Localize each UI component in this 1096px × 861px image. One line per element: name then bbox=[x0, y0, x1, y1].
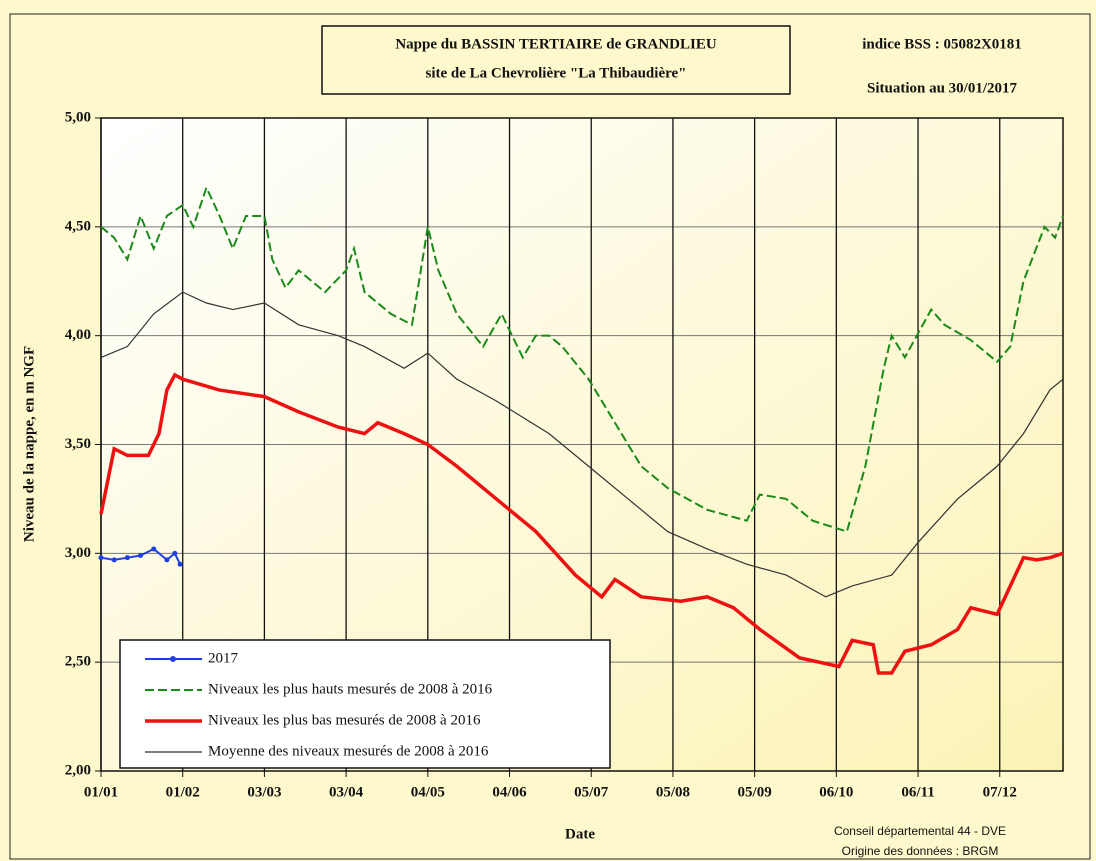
station-id: indice BSS : 05082X0181 bbox=[862, 36, 1022, 52]
x-tick-label: 06/10 bbox=[819, 784, 853, 800]
x-tick-label: 05/08 bbox=[656, 784, 690, 800]
point bbox=[172, 550, 178, 556]
x-tick-label: 05/09 bbox=[738, 784, 772, 800]
y-tick-label: 3,50 bbox=[65, 436, 91, 452]
credit: Origine des données : BRGM bbox=[842, 844, 999, 858]
plot: 2,00 2,50 3,00 3,50 4,00 4,50 5,00 01/01 01/02 03… bbox=[65, 109, 1064, 800]
series-line bbox=[100, 184, 1064, 533]
x-axis-label: Date bbox=[565, 826, 595, 842]
point bbox=[111, 557, 117, 563]
plot-border bbox=[100, 117, 1064, 772]
series-line bbox=[100, 291, 1064, 598]
point bbox=[164, 557, 170, 563]
x-tick-label: 07/12 bbox=[983, 784, 1017, 800]
x-tick-label: 06/11 bbox=[901, 784, 934, 800]
legend-marker bbox=[170, 656, 176, 662]
legend-box bbox=[119, 639, 611, 769]
x-tick-label: 04/06 bbox=[492, 784, 527, 800]
chart-title: Nappe du BASSIN TERTIAIRE de GRANDLIEU bbox=[395, 36, 717, 52]
legend-label: Niveaux les plus hauts mesurés de 2008 à… bbox=[208, 681, 493, 697]
chart-title: site de La Chevrolière "La Thibaudière" bbox=[426, 65, 687, 81]
x-tick-label: 04/05 bbox=[411, 784, 445, 800]
y-tick-label: 3,00 bbox=[65, 545, 91, 561]
title-box bbox=[321, 25, 791, 95]
x-tick-label: 01/02 bbox=[166, 784, 200, 800]
x-tick-label: 05/07 bbox=[574, 784, 609, 800]
y-axis-label: Niveau de la nappe, en m NGF bbox=[21, 346, 37, 542]
point bbox=[98, 555, 104, 561]
y-tick-label: 2,50 bbox=[65, 654, 91, 670]
legend-label: Niveaux les plus bas mesurés de 2008 à 2… bbox=[208, 712, 481, 728]
legend-label: Moyenne des niveaux mesurés de 2008 à 20… bbox=[208, 743, 489, 759]
point bbox=[177, 561, 183, 567]
credit: Conseil départemental 44 - DVE bbox=[834, 824, 1006, 838]
x-tick-label: 01/01 bbox=[84, 784, 118, 800]
series-line bbox=[99, 372, 1064, 675]
y-tick-label: 4,00 bbox=[65, 327, 91, 343]
point bbox=[151, 546, 157, 552]
x-tick-label: 03/03 bbox=[247, 784, 281, 800]
point bbox=[124, 555, 130, 561]
point bbox=[138, 553, 144, 559]
y-tick-label: 2,00 bbox=[65, 762, 91, 778]
legend-label: 2017 bbox=[208, 650, 239, 666]
y-tick-label: 5,00 bbox=[65, 109, 91, 125]
situation: Situation au 30/01/2017 bbox=[867, 80, 1018, 96]
x-tick-label: 03/04 bbox=[329, 784, 364, 800]
y-tick-label: 4,50 bbox=[65, 218, 91, 234]
